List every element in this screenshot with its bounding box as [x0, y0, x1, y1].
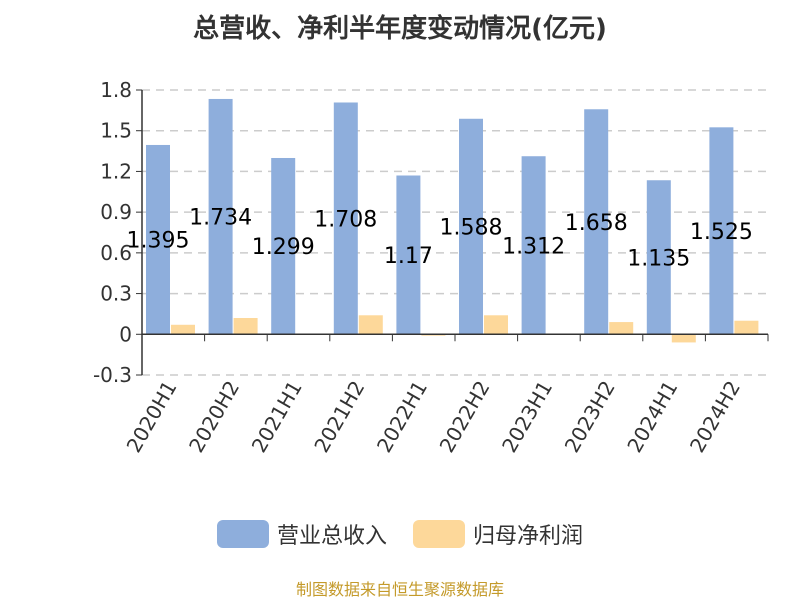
- bar-revenue: [396, 175, 421, 335]
- data-label-revenue: 1.17: [384, 244, 433, 269]
- legend-item-net-profit[interactable]: 归母净利润: [413, 518, 583, 550]
- legend-label-revenue: 营业总收入: [276, 524, 387, 549]
- legend-swatch-revenue: [216, 520, 269, 548]
- x-tick-label: 2022H2: [435, 377, 495, 457]
- bar-revenue: [709, 127, 734, 335]
- data-label-revenue: 1.312: [502, 234, 565, 259]
- source-note: 制图数据来自恒生聚源数据库: [295, 580, 504, 599]
- bar-net-profit: [671, 334, 696, 343]
- data-label-revenue: 1.395: [127, 229, 190, 254]
- y-tick-label: 1.8: [100, 78, 132, 102]
- y-tick-label: 1.2: [100, 159, 132, 183]
- bars-layer: [146, 98, 759, 343]
- legend-item-revenue[interactable]: 营业总收入: [216, 518, 387, 550]
- data-label-revenue: 1.708: [314, 207, 377, 232]
- bar-revenue: [146, 144, 170, 335]
- data-label-revenue: 1.299: [252, 235, 315, 260]
- legend-swatch-net-profit: [413, 520, 465, 548]
- x-tick-label: 2024H1: [622, 377, 682, 457]
- y-tick-label: 0.3: [100, 282, 132, 306]
- bar-revenue: [459, 118, 483, 335]
- bar-net-profit: [609, 322, 634, 335]
- bar-revenue: [208, 98, 233, 335]
- chart-title: 总营收、净利半年度变动情况(亿元): [193, 14, 607, 44]
- y-tick-label: 0.6: [100, 241, 132, 265]
- legend-label-net-profit: 归母净利润: [473, 524, 584, 549]
- x-tick-label: 2021H1: [247, 377, 307, 457]
- bar-net-profit: [233, 318, 258, 335]
- y-tick-label: 0.9: [100, 200, 132, 224]
- bar-revenue: [584, 109, 609, 335]
- bar-net-profit: [171, 324, 195, 335]
- data-label-revenue: 1.135: [627, 246, 690, 271]
- x-tick-label: 2023H1: [497, 377, 557, 457]
- bar-net-profit: [358, 315, 383, 335]
- data-label-revenue: 1.658: [565, 211, 628, 236]
- x-tick-label: 2022H1: [372, 377, 432, 457]
- legend: 营业总收入 归母净利润: [0, 518, 800, 550]
- bar-revenue: [333, 102, 358, 335]
- x-tick-label: 2020H2: [184, 377, 244, 457]
- bar-revenue: [271, 157, 296, 335]
- x-tick-label: 2023H2: [560, 377, 620, 457]
- data-label-revenue: 1.734: [189, 206, 252, 231]
- x-tick-label: 2024H2: [685, 377, 745, 457]
- bar-net-profit: [734, 320, 759, 335]
- data-label-revenue: 1.588: [440, 216, 503, 241]
- bar-net-profit: [484, 315, 508, 335]
- x-tick-label: 2021H2: [309, 377, 369, 457]
- bar-revenue: [521, 156, 546, 335]
- x-tick-label: 2020H1: [122, 377, 182, 457]
- y-tick-label: 1.5: [100, 119, 132, 143]
- bar-revenue: [646, 180, 671, 335]
- y-tick-label: 0: [119, 322, 132, 346]
- y-tick-label: -0.3: [93, 363, 132, 387]
- data-label-revenue: 1.525: [690, 220, 753, 245]
